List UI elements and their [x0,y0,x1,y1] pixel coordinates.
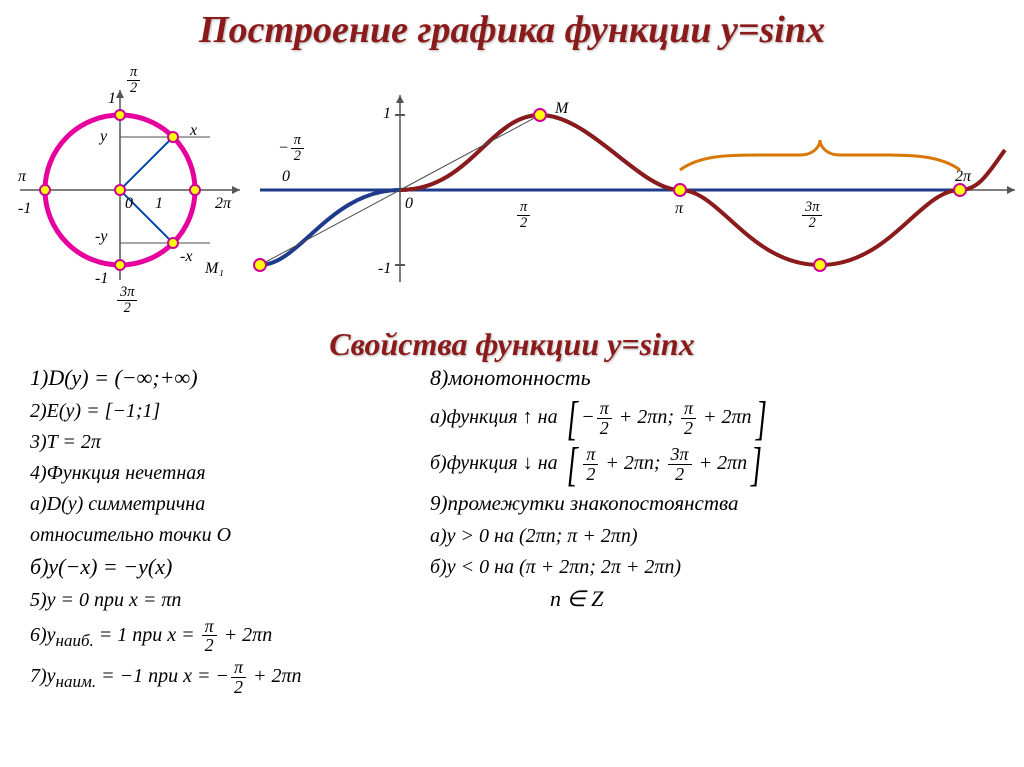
prop-9b: б)y < 0 на (π + 2πn; 2π + 2πn) [430,553,1000,581]
sine-zero: 0 [405,195,413,213]
prop-4: 4)Функция нечетная [30,459,410,487]
sine-M: M [555,100,568,118]
circle-zero: 0 [125,195,133,213]
prop-3: 3)T = 2π [30,428,410,456]
sine-2pi: 2π [955,168,971,186]
prop-1: 1)D(y) = (−∞;+∞) [30,363,410,394]
subtitle: Свойства функции y=sinx [0,326,1024,363]
diagram-svg [0,60,1024,320]
circle-ny: -y [95,228,107,246]
prop-7: 7)yнаим. = −1 при x = −π2 + 2πn [30,658,410,697]
circle-neg1l: -1 [18,200,31,218]
sine-pi: π [675,200,683,218]
prop-9a: а)y > 0 на (2πn; π + 2πn) [430,522,1000,550]
prop-8: 8)монотонность [430,363,1000,394]
circle-label-1: 1 [108,90,116,108]
right-column: 8)монотонность а)функция ↑ на [−π2 + 2πn… [430,360,1000,617]
prop-8a: а)функция ↑ на [−π2 + 2πn; π2 + 2πn] [430,397,1000,440]
prop-4b: б)y(−x) = −y(x) [30,552,410,583]
prop-nz: n ∈ Z [550,584,1000,615]
circle-x: x [190,122,197,140]
main-title: Построение графика функции y=sinx [0,0,1024,52]
prop-9: 9)промежутки знакопостоянства [430,489,1000,518]
circle-nx: -x [180,248,192,266]
sine-pio2: π2 [515,200,532,231]
diagram-area: 1 π2 π -1 0 1 2π x y -y -x -1 3π2 M₁ 0 1… [0,60,1024,320]
circle-pi2-top: π2 [125,65,142,96]
prop-2: 2)E(y) = [−1;1] [30,397,410,425]
circle-pi: π [18,168,26,186]
sine-npio2: −π2 [278,133,306,164]
prop-4a: а)D(y) симметрична [30,490,410,518]
prop-8b: б)функция ↓ на [π2 + 2πn; 3π2 + 2πn] [430,443,1000,486]
prop-6: 6)yнаиб. = 1 при x = π2 + 2πn [30,617,410,656]
circle-neg1b: -1 [95,270,108,288]
left-column: 1)D(y) = (−∞;+∞) 2)E(y) = [−1;1] 3)T = 2… [30,360,410,700]
prop-4a2: относительно точки O [30,521,410,549]
sine-neg1: -1 [378,260,391,278]
circle-M1: M₁ [205,260,224,278]
circle-y: y [100,128,107,146]
circle-3pi2: 3π2 [115,285,139,316]
sine-right0: 0 [282,168,290,186]
circle-1x: 1 [155,195,163,213]
prop-5: 5)y = 0 при x = πn [30,586,410,614]
sine-3pio2: 3π2 [800,200,824,231]
circle-2pi: 2π [215,195,231,213]
sine-one: 1 [383,105,391,123]
